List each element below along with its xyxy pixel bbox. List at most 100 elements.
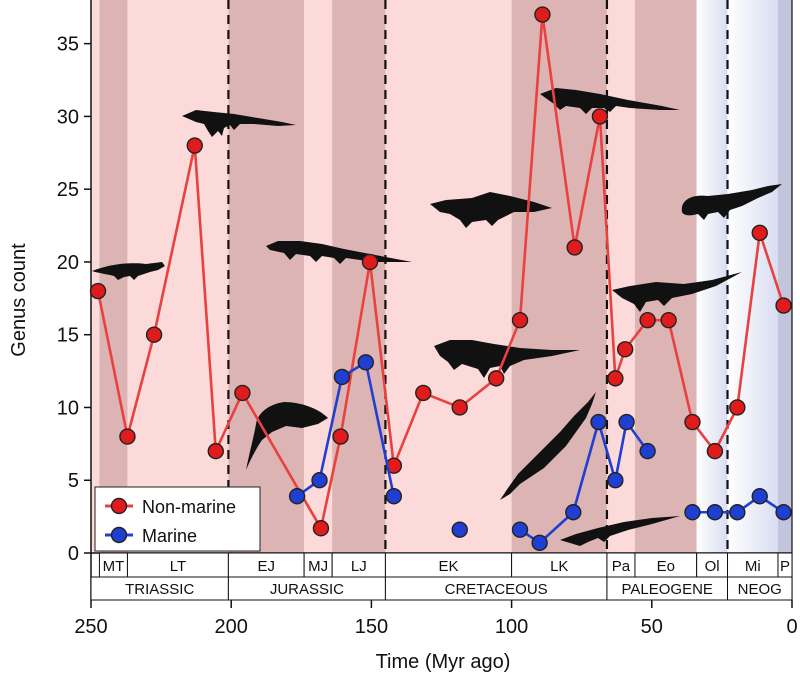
y-axis-label: Genus count [8, 243, 30, 357]
period-label: CRETACEOUS [445, 581, 548, 598]
epoch-label: EK [439, 558, 459, 575]
non-marine-data-point [684, 413, 701, 431]
non-marine-data-point [361, 253, 379, 271]
marine-data-point [357, 354, 374, 371]
non-marine-data-point [616, 341, 634, 358]
period-label: TRIASSIC [125, 581, 194, 598]
geologic-timescale: MT LT EJ MJ LJ EK LK Pa Eo Ol Mi P TRIASSIC JURASSIC C… [90, 552, 793, 601]
non-marine-data-point [566, 239, 583, 256]
croc-silhouette-triassic [92, 262, 165, 280]
period-label: PALEOGENE [622, 581, 713, 598]
marine-data-point [288, 488, 306, 505]
epoch-label: LJ [351, 558, 367, 575]
epoch-cell [384, 552, 513, 578]
non-marine-data-point [487, 370, 505, 387]
croc-silhouette-paleogene [612, 272, 742, 312]
non-marine-data-point [706, 442, 724, 460]
chart-series [89, 6, 792, 552]
y-tick-label: 15 [57, 325, 79, 347]
non-marine-data-point [751, 224, 768, 242]
non-marine-series-line [96, 13, 785, 530]
x-tick-label: 150 [355, 616, 388, 638]
marine-data-point [333, 368, 351, 386]
legend-non-marine-label: Non-marine [142, 497, 236, 517]
marine-data-point [684, 504, 701, 521]
non-marine-data-point [660, 311, 677, 329]
background-band [228, 0, 305, 553]
crocodile-silhouettes [92, 88, 782, 546]
marine-data-point [607, 472, 624, 489]
period-label: JURASSIC [270, 581, 344, 598]
non-marine-data-point [607, 370, 624, 387]
marine-data-point [385, 488, 403, 505]
non-marine-data-point [775, 297, 792, 314]
y-tick-label: 0 [68, 543, 79, 565]
croc-silhouette-late-cretaceous-1 [430, 192, 552, 228]
marine-data-point [590, 413, 607, 431]
epoch-label: P [780, 558, 790, 575]
y-tick-label: 25 [57, 179, 79, 201]
x-tick-label: 100 [495, 616, 528, 638]
epoch-cell [606, 552, 636, 578]
x-tick-label: 50 [641, 616, 663, 638]
non-marine-data-point [119, 428, 136, 445]
background-band [332, 0, 386, 553]
non-marine-data-point [639, 311, 656, 329]
background-band [696, 0, 728, 553]
epoch-cell [303, 552, 333, 578]
legend-marine-label: Marine [142, 526, 197, 546]
epoch-cell [634, 552, 698, 578]
marine-data-point [729, 504, 746, 521]
x-tick-label: 200 [215, 616, 248, 638]
y-tick-label: 35 [57, 34, 79, 56]
epoch-label: MT [103, 558, 125, 575]
background-band [634, 0, 697, 553]
period-cell [727, 576, 793, 601]
non-marine-data-point [591, 108, 609, 125]
non-marine-data-point [234, 384, 251, 402]
y-tick-label: 30 [57, 106, 79, 128]
epoch-cell [331, 552, 386, 578]
epoch-cell [227, 552, 305, 578]
non-marine-data-point [312, 520, 330, 537]
epoch-cell [126, 552, 229, 578]
croc-silhouette-neogene [681, 184, 782, 220]
legend-marine-marker [110, 526, 128, 544]
epoch-label: LK [550, 558, 568, 575]
background-band [606, 0, 635, 553]
epoch-cell [98, 552, 128, 578]
x-tick-label: 0 [786, 616, 797, 638]
non-marine-data-point [145, 326, 163, 343]
croc-silhouette-diving [500, 392, 596, 500]
non-marine-data-point [511, 311, 529, 329]
marine-data-point [639, 442, 656, 460]
non-marine-data-point [451, 399, 468, 416]
marine-data-point [565, 504, 582, 521]
legend: Non-marine Marine [94, 486, 261, 552]
marine-croc-silhouette [246, 402, 328, 470]
non-marine-data-point [186, 137, 203, 154]
non-marine-data-point [207, 442, 224, 460]
background-band [127, 0, 229, 553]
marine-data-point [531, 534, 548, 552]
background-band [727, 0, 778, 553]
croc-silhouette-late-triassic [182, 110, 296, 137]
marine-data-point [706, 504, 724, 521]
x-axis-label: Time (Myr ago) [376, 651, 511, 673]
background-band [91, 0, 100, 553]
non-marine-data-point [729, 399, 746, 416]
marine-data-point [751, 488, 768, 505]
croc-silhouette-long-snout [560, 516, 680, 546]
marine-data-point [311, 472, 328, 489]
y-tick-label: 10 [57, 397, 79, 419]
epoch-label: Mi [745, 558, 761, 575]
epoch-label: EJ [257, 558, 275, 575]
non-marine-data-point [534, 6, 551, 23]
x-tick-label: 250 [74, 616, 107, 638]
non-marine-data-point [332, 428, 349, 445]
marine-data-point [451, 521, 468, 538]
marine-data-point [511, 521, 529, 538]
epoch-label: Ol [705, 558, 720, 575]
non-marine-data-point [415, 384, 432, 402]
